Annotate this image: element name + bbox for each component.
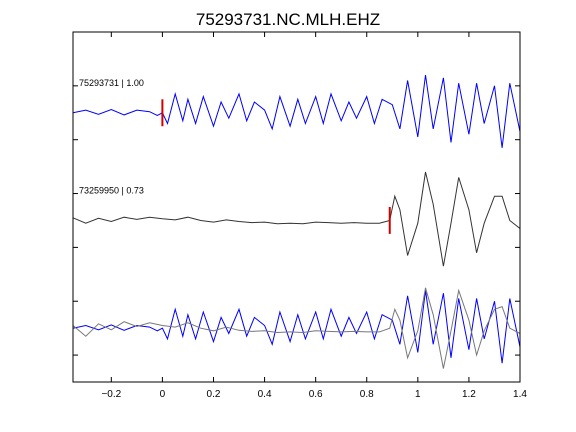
x-tick-label-8: 1.4 (513, 389, 527, 400)
trace-layer: 75293731 | 1.00 73259950 | 0.73 (72, 75, 521, 369)
plot-frame (72, 31, 521, 383)
x-tick-label-6: 1 (415, 389, 421, 400)
chart-title: 75293731.NC.MLH.EHZ (196, 10, 380, 29)
trace-0-line (72, 75, 521, 148)
x-tick-label-1: 0 (160, 389, 166, 400)
x-tick-label-5: 0.8 (360, 389, 374, 400)
trace-1-label: 73259950 | 0.73 (79, 186, 144, 196)
trace-3-line (72, 287, 521, 369)
x-tick-label-7: 1.2 (462, 389, 476, 400)
trace-1-line (72, 171, 521, 267)
trace-0-label: 75293731 | 1.00 (79, 78, 144, 88)
x-tick-label-4: 0.6 (309, 389, 323, 400)
x-tick-label-3: 0.4 (258, 389, 272, 400)
x-tick-label-2: 0.2 (207, 389, 221, 400)
x-tick-label-0: −0.2 (101, 389, 121, 400)
trace-2-line (72, 290, 521, 364)
